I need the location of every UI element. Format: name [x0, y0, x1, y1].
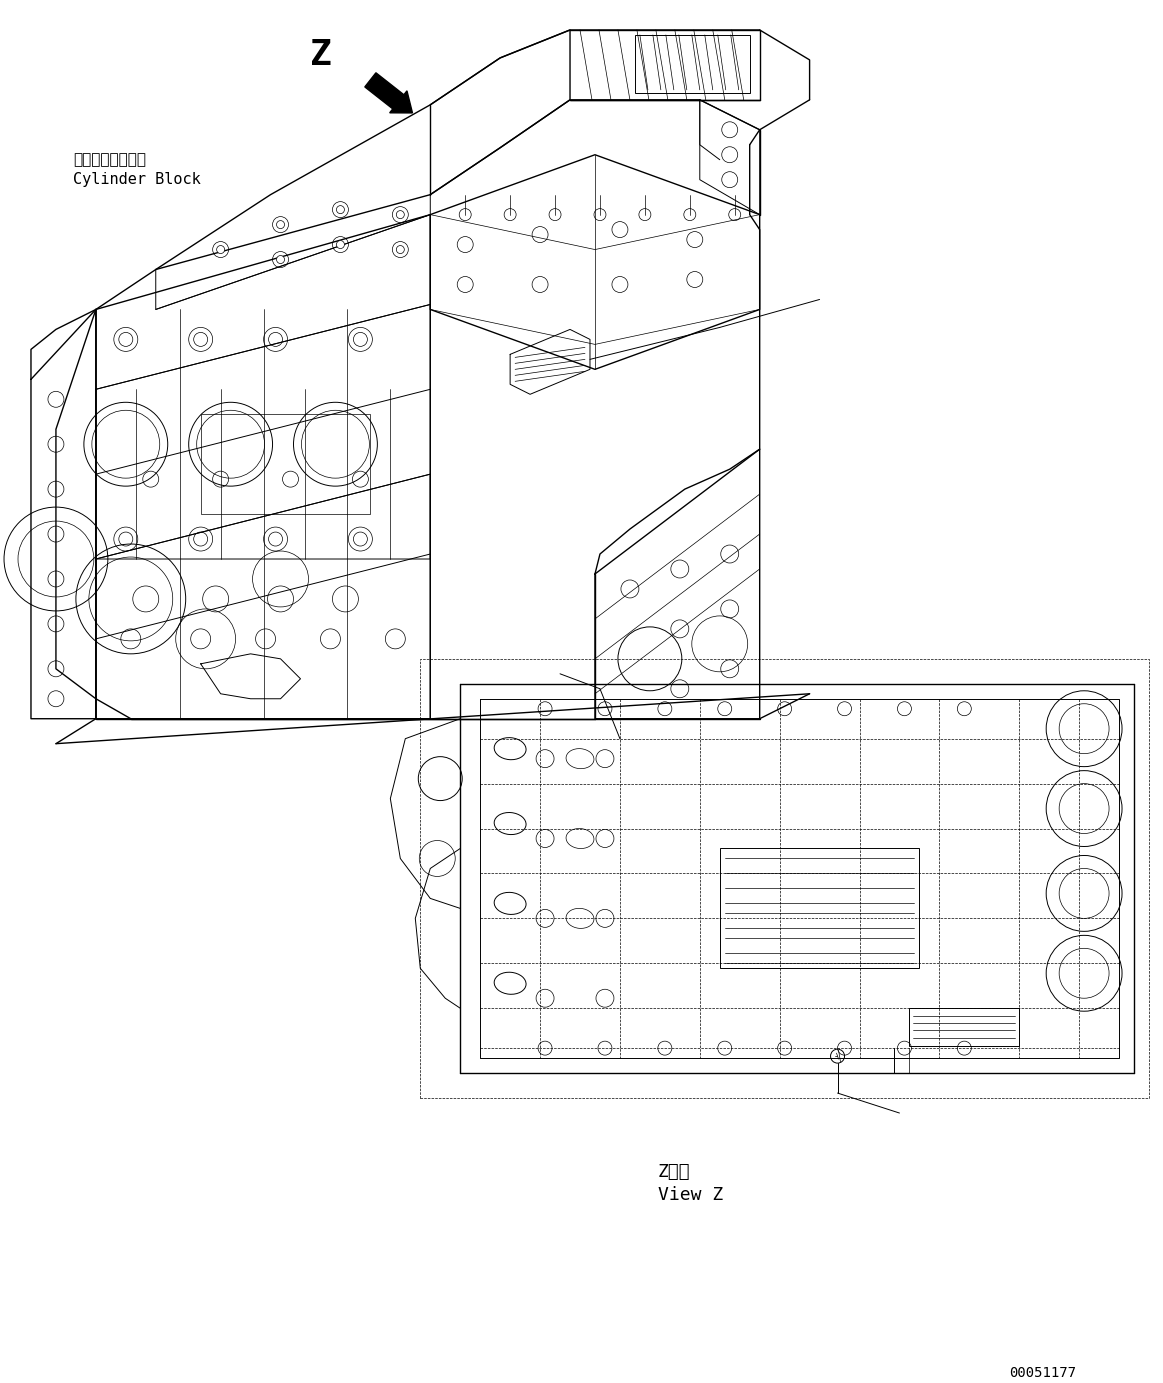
- Text: Cylinder Block: Cylinder Block: [73, 171, 201, 187]
- Circle shape: [397, 246, 405, 253]
- Bar: [420, 658, 1149, 1098]
- Circle shape: [336, 206, 344, 213]
- Text: View Z: View Z: [658, 1185, 723, 1203]
- Bar: [720, 849, 920, 968]
- Circle shape: [336, 241, 344, 249]
- Circle shape: [277, 221, 285, 228]
- Bar: [909, 1008, 1019, 1046]
- Text: シリンダブロック: シリンダブロック: [73, 152, 145, 167]
- Circle shape: [397, 210, 405, 219]
- Bar: [635, 35, 750, 93]
- FancyArrow shape: [365, 73, 413, 113]
- Text: 00051177: 00051177: [1009, 1365, 1076, 1380]
- Text: Z: Z: [311, 37, 333, 72]
- Circle shape: [216, 246, 224, 253]
- Text: Z　視: Z 視: [658, 1163, 691, 1181]
- Bar: [201, 415, 370, 514]
- Circle shape: [277, 256, 285, 264]
